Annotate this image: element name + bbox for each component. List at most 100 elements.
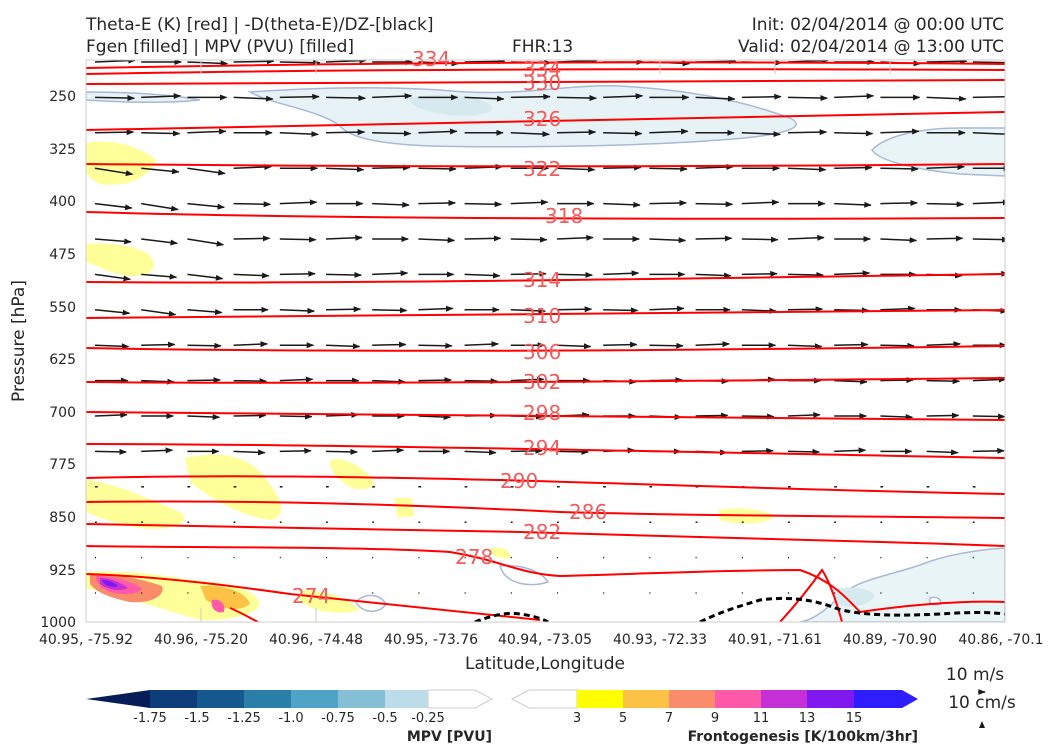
wind-arrow <box>741 447 774 454</box>
wind-arrow <box>556 95 597 102</box>
wind-arrow <box>510 376 545 383</box>
contour-label: 318 <box>545 204 583 228</box>
wind-arrow <box>556 129 597 136</box>
fgen-colorbar-segment <box>807 690 854 708</box>
wind-arrow <box>787 234 825 241</box>
wind-arrow <box>372 164 411 171</box>
contour-label: 294 <box>523 436 561 460</box>
x-axis: 40.95, -75.92 40.96, -75.20 40.96, -74.4… <box>39 632 1044 674</box>
wind-arrow <box>94 309 131 316</box>
wind-arrow <box>233 412 267 419</box>
wind-arrow <box>556 306 593 313</box>
contour-label: 290 <box>500 469 538 493</box>
wind-arrow <box>972 447 1005 454</box>
fgen-tick-label: 5 <box>619 711 627 726</box>
mpv-region <box>499 564 550 586</box>
fgen-colorbar-title: Frontogenesis [K/100km/3hr] <box>688 729 918 745</box>
wind-arrow <box>926 449 959 456</box>
wind-arrow <box>187 60 229 67</box>
wind-arrow <box>372 270 409 277</box>
wind-arrow <box>556 166 596 173</box>
fgen-region <box>86 141 156 185</box>
wind-arrow <box>880 414 914 421</box>
wind-arrow <box>233 235 271 242</box>
x-tick-label: 40.93, -72.33 <box>613 632 707 648</box>
mpv-colorbar-segment <box>291 690 338 708</box>
wind-arrow <box>972 376 1005 383</box>
wind-arrow <box>787 95 828 102</box>
theta-e-line <box>86 211 1005 220</box>
wind-arrow <box>510 270 547 277</box>
wind-arrow <box>372 447 405 454</box>
wind-arrow <box>880 377 914 384</box>
theta-e-line <box>86 545 1005 614</box>
wind-arrow <box>187 377 221 384</box>
mpv-colorbar-segment <box>338 690 385 708</box>
wind-arrow <box>233 95 274 102</box>
x-tick-label: 40.96, -74.48 <box>269 632 363 648</box>
wind-arrow <box>556 271 593 278</box>
fgen-colorbar-segment <box>577 690 623 708</box>
mpv-colorbar-segment <box>150 690 197 708</box>
wind-key: 10 m/s 10 cm/s <box>946 665 1016 728</box>
plot-frame <box>85 59 1006 623</box>
negative-dthetae-contour <box>699 596 1005 622</box>
fgen-tick-label: 9 <box>711 711 719 726</box>
wind-arrow <box>695 163 734 170</box>
theta-e-line <box>86 309 1005 319</box>
x-tick-label: 40.89, -70.90 <box>843 632 937 648</box>
wind-arrow <box>141 447 174 454</box>
contour-label: 306 <box>523 340 561 364</box>
wind-arrow <box>233 341 268 348</box>
y-tick-label: 850 <box>49 510 76 526</box>
y-tick-label: 475 <box>49 247 76 263</box>
wind-arrow <box>649 128 689 135</box>
mpv-tick-label: -1.25 <box>227 711 261 726</box>
mpv-colorbar-title: MPV [PVU] <box>407 729 492 745</box>
wind-arrow <box>325 60 367 64</box>
wind-arrow <box>94 411 128 418</box>
wind-arrow <box>695 341 730 348</box>
wind-arrow <box>418 165 457 172</box>
fgen-region <box>490 547 511 559</box>
wind-arrow <box>834 270 871 277</box>
wind-arrow <box>880 199 918 206</box>
wind-arrow <box>972 236 1005 243</box>
wind-arrow <box>141 167 180 175</box>
theta-e-line <box>86 523 1005 547</box>
wind-arrow <box>233 378 268 385</box>
title-line-1: Theta-E (K) [red] | -D(theta-E)/DZ-[blac… <box>86 15 434 35</box>
wind-arrow <box>556 234 594 241</box>
wind-arrow <box>325 306 362 313</box>
wind-arrow <box>787 271 824 278</box>
mpv-colorbar-segment <box>385 690 428 708</box>
wind-arrow <box>926 341 961 348</box>
theta-e-line <box>779 568 843 622</box>
wind-arrow <box>510 447 543 454</box>
wind-arrow <box>279 131 319 138</box>
y-tick-label: 1000 <box>40 615 76 631</box>
mpv-tick-label: -1.0 <box>278 711 303 726</box>
wind-arrow <box>325 95 366 102</box>
contour-label: 326 <box>523 107 561 131</box>
theta-e-line <box>86 68 1005 75</box>
init-time: Init: 02/04/2014 @ 00:00 UTC <box>751 15 1004 35</box>
wind-arrow <box>418 377 452 384</box>
wind-arrow <box>279 307 315 314</box>
x-tick-label: 40.86, -70.1 <box>958 632 1043 648</box>
y-tick-label: 625 <box>49 352 76 368</box>
y-tick-label: 550 <box>49 300 76 316</box>
wind-arrow <box>926 95 967 102</box>
wind-arrow <box>926 378 961 385</box>
wind-arrow <box>233 201 272 208</box>
mpv-colorbar: -1.75 -1.5 -1.25 -1.0 -0.75 -0.5 -0.25 M… <box>86 689 494 745</box>
stability-contour <box>474 596 1005 622</box>
wind-arrow <box>187 202 225 210</box>
fgen-tick-label: 11 <box>753 711 770 726</box>
wind-key-vertical-arrow <box>979 721 985 728</box>
wind-arrow <box>372 93 413 100</box>
wind-arrow <box>187 309 223 316</box>
wind-arrow <box>603 270 640 277</box>
contour-label: 302 <box>523 370 561 394</box>
wind-arrow <box>464 449 497 456</box>
